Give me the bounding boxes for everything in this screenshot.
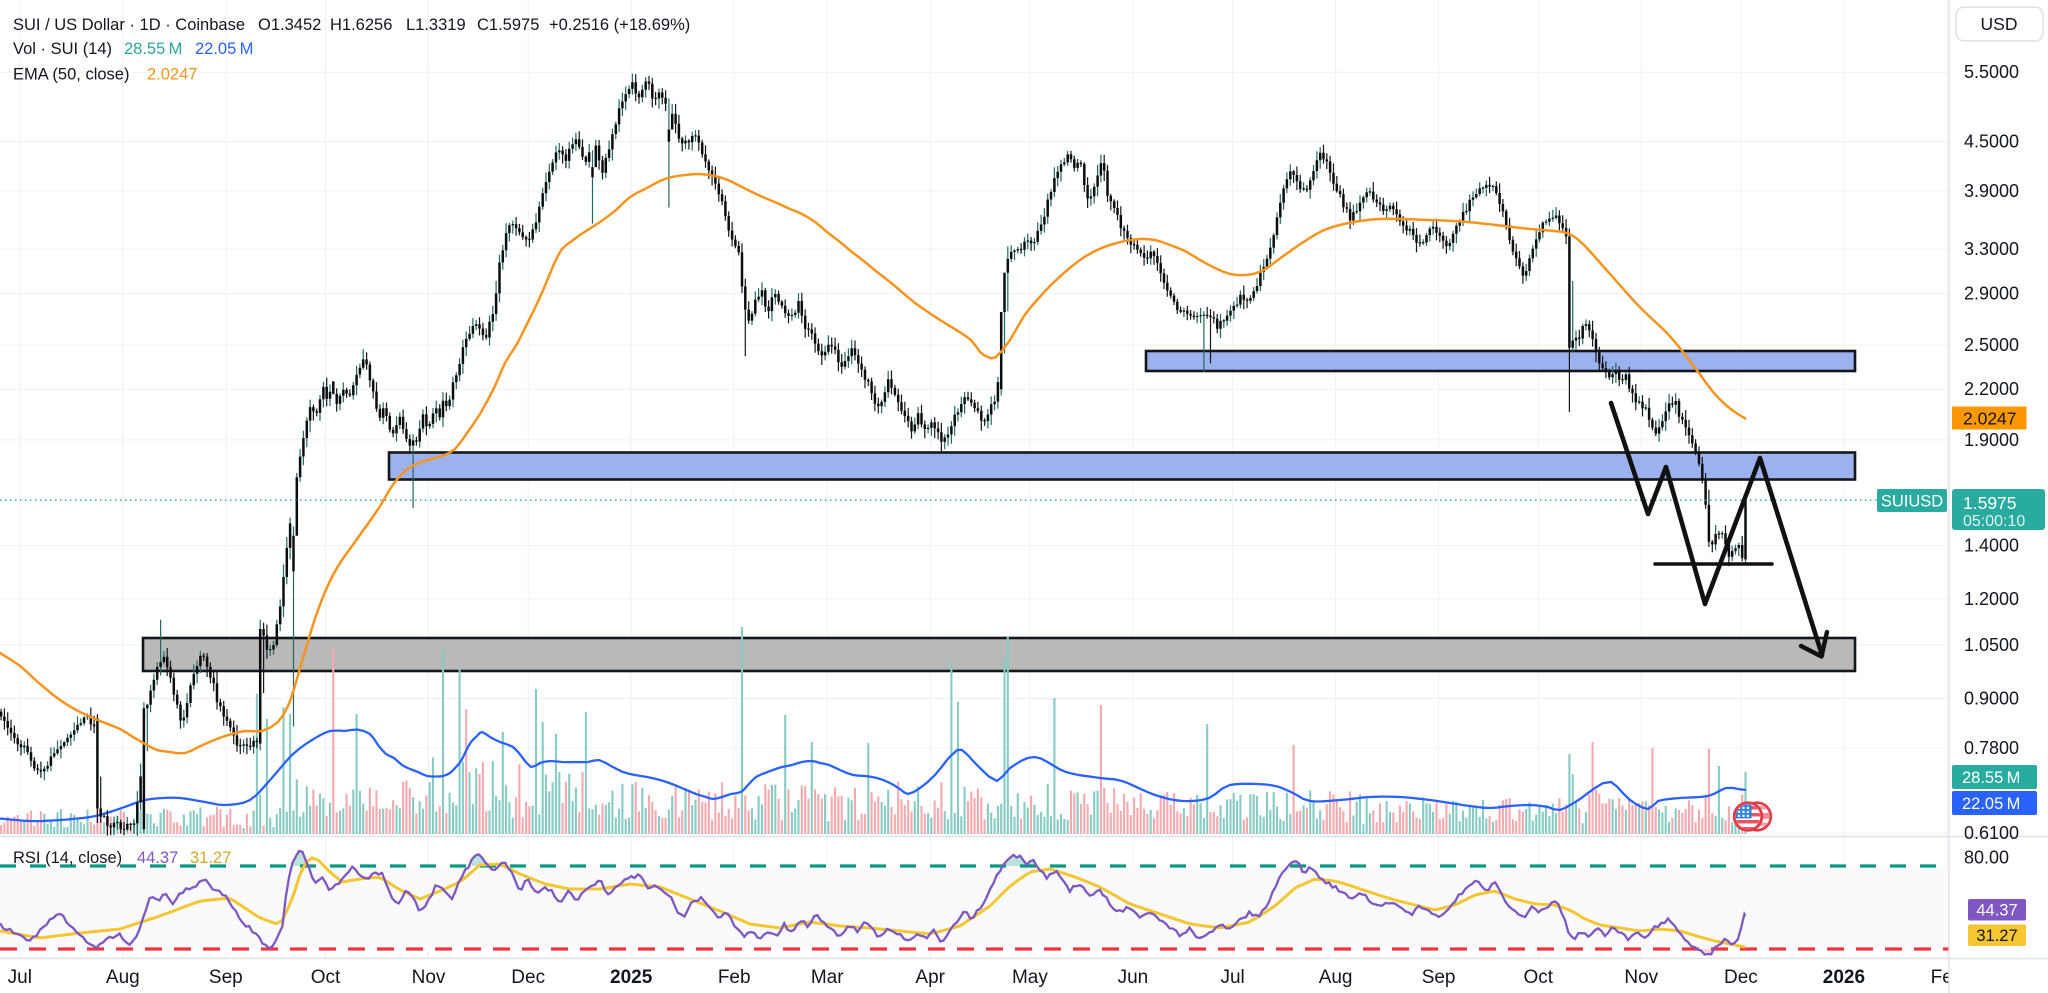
svg-text:31.27: 31.27	[1976, 927, 2017, 945]
svg-text:3.3000: 3.3000	[1964, 239, 2019, 259]
svg-text:Vol · SUI (14): Vol · SUI (14)	[13, 40, 112, 58]
svg-text:Mar: Mar	[811, 967, 844, 988]
svg-text:44.37: 44.37	[137, 849, 178, 867]
svg-text:Jun: Jun	[1118, 967, 1149, 988]
svg-text:Aug: Aug	[1319, 967, 1353, 988]
svg-text:Nov: Nov	[1624, 967, 1658, 988]
svg-text:RSI (14, close): RSI (14, close)	[13, 849, 122, 867]
svg-text:Feb: Feb	[718, 967, 751, 988]
svg-text:28.55 M: 28.55 M	[1962, 769, 2020, 787]
svg-text:22.05 M: 22.05 M	[195, 40, 253, 58]
svg-text:80.00: 80.00	[1964, 848, 2009, 868]
svg-text:Oct: Oct	[311, 967, 341, 988]
svg-text:Aug: Aug	[106, 967, 140, 988]
svg-text:1.0500: 1.0500	[1964, 635, 2019, 655]
svg-text:Sep: Sep	[209, 967, 243, 988]
svg-text:SUI / US Dollar · 1D · Coinbas: SUI / US Dollar · 1D · Coinbase	[13, 16, 245, 34]
svg-text:Dec: Dec	[511, 967, 545, 988]
svg-text:Sep: Sep	[1422, 967, 1456, 988]
svg-text:+0.2516 (+18.69%): +0.2516 (+18.69%)	[549, 16, 690, 34]
svg-text:2.0247: 2.0247	[147, 66, 197, 84]
svg-text:1.5975: 1.5975	[1963, 493, 2017, 513]
svg-text:1.2000: 1.2000	[1964, 589, 2019, 609]
svg-text:1.4000: 1.4000	[1964, 536, 2019, 556]
svg-text:2026: 2026	[1823, 967, 1865, 988]
svg-text:2.0247: 2.0247	[1963, 409, 2017, 429]
svg-text:SUIUSD: SUIUSD	[1881, 493, 1943, 511]
svg-text:44.37: 44.37	[1976, 902, 2017, 920]
svg-text:EMA (50, close): EMA (50, close)	[13, 66, 129, 84]
svg-text:31.27: 31.27	[190, 849, 231, 867]
svg-text:0.9000: 0.9000	[1964, 689, 2019, 709]
svg-text:L1.3319: L1.3319	[406, 16, 466, 34]
svg-text:O1.3452: O1.3452	[258, 16, 321, 34]
svg-text:H1.6256: H1.6256	[330, 16, 392, 34]
svg-text:5.5000: 5.5000	[1964, 62, 2019, 82]
svg-text:4.5000: 4.5000	[1964, 132, 2019, 152]
svg-text:2025: 2025	[610, 967, 653, 988]
svg-text:Oct: Oct	[1524, 967, 1554, 988]
svg-text:3.9000: 3.9000	[1964, 181, 2019, 201]
svg-text:0.7800: 0.7800	[1964, 738, 2019, 758]
svg-text:2.9000: 2.9000	[1964, 284, 2019, 304]
svg-text:Jul: Jul	[1220, 967, 1244, 988]
svg-text:1.9000: 1.9000	[1964, 430, 2019, 450]
svg-text:22.05 M: 22.05 M	[1962, 795, 2020, 813]
svg-text:0.6100: 0.6100	[1964, 823, 2019, 843]
svg-text:C1.5975: C1.5975	[477, 16, 539, 34]
svg-text:USD: USD	[1981, 14, 2018, 34]
svg-text:2.2000: 2.2000	[1964, 379, 2019, 399]
svg-text:05:00:10: 05:00:10	[1963, 513, 2025, 530]
svg-text:May: May	[1012, 967, 1048, 988]
svg-text:28.55 M: 28.55 M	[124, 40, 182, 58]
svg-text:Apr: Apr	[915, 967, 945, 988]
svg-text:Jul: Jul	[8, 967, 32, 988]
svg-text:2.5000: 2.5000	[1964, 335, 2019, 355]
svg-text:Dec: Dec	[1724, 967, 1758, 988]
svg-text:Nov: Nov	[412, 967, 446, 988]
